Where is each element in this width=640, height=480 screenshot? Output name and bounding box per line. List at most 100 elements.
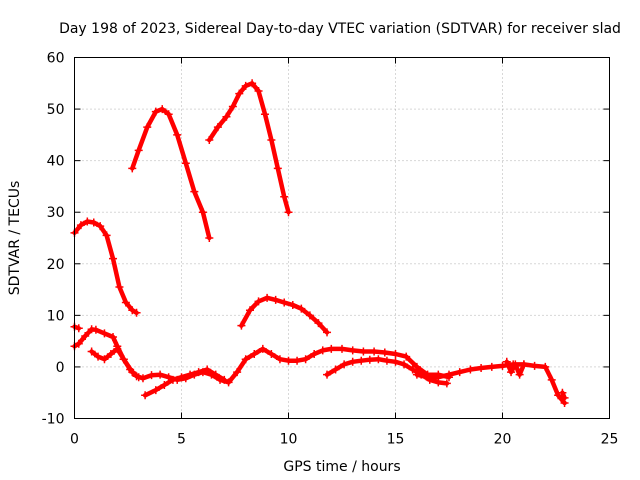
series-arc-11 (502, 357, 528, 379)
x-tick-label: 5 (177, 432, 186, 448)
data-point (115, 282, 124, 291)
data-point (331, 365, 340, 374)
data-point (357, 356, 366, 365)
data-point (423, 373, 432, 382)
series-line (414, 362, 567, 406)
data-point (102, 231, 111, 240)
data-point (160, 380, 169, 389)
x-tick-label: 0 (70, 432, 79, 448)
data-point (109, 333, 118, 342)
y-tick-labels: -10 0 10 20 30 40 50 60 (42, 51, 65, 428)
series-group (70, 79, 569, 408)
data-point (89, 218, 98, 227)
data-point (164, 110, 173, 119)
x-tick-label: 20 (494, 432, 512, 448)
data-point (348, 346, 357, 355)
data-point (76, 221, 85, 230)
data-point (408, 365, 417, 374)
data-point (213, 123, 222, 132)
data-point (143, 123, 152, 132)
data-point (83, 217, 92, 226)
data-point (181, 159, 190, 168)
data-point (194, 368, 203, 377)
data-point (288, 301, 297, 310)
data-point (94, 352, 103, 361)
data-point (284, 208, 293, 217)
data-point (248, 79, 257, 88)
series-arc-1 (70, 217, 141, 317)
data-point (156, 370, 165, 379)
series-arc-3 (205, 79, 293, 217)
y-tick-label: 0 (56, 360, 65, 376)
data-point (340, 360, 349, 369)
data-point (400, 360, 409, 369)
data-point (74, 339, 83, 348)
data-point (109, 254, 118, 263)
data-point (186, 370, 195, 379)
data-point (96, 222, 105, 231)
data-point (487, 362, 496, 371)
data-point (519, 360, 528, 369)
data-point (91, 325, 100, 334)
data-point (121, 298, 130, 307)
data-point (254, 87, 263, 96)
data-point (305, 311, 314, 320)
data-point (511, 360, 520, 369)
data-point (560, 393, 569, 402)
data-point (241, 81, 250, 90)
data-point (106, 350, 115, 359)
data-point (128, 368, 137, 377)
data-point (530, 361, 539, 370)
data-point (113, 344, 122, 353)
data-point (359, 347, 368, 356)
data-point (507, 368, 516, 377)
data-point (245, 306, 254, 315)
series-arc-2 (128, 105, 214, 242)
data-point (271, 295, 280, 304)
data-point (498, 361, 507, 370)
data-point (147, 371, 156, 380)
data-point (260, 110, 269, 119)
data-point (280, 298, 289, 307)
data-point (220, 375, 229, 384)
data-point (477, 363, 486, 372)
data-point (100, 355, 109, 364)
y-tick-label: 20 (47, 257, 65, 273)
data-point (233, 368, 242, 377)
data-point (250, 350, 259, 359)
data-point (203, 365, 212, 374)
data-point (205, 234, 214, 242)
data-point (228, 102, 237, 111)
data-point (100, 329, 109, 338)
data-point (391, 350, 400, 359)
data-point (348, 357, 357, 366)
data-point (412, 370, 421, 379)
data-point (455, 368, 464, 377)
data-point (547, 375, 556, 384)
data-point (273, 164, 282, 173)
data-point (391, 357, 400, 366)
data-point (314, 319, 323, 328)
data-point (263, 293, 272, 302)
data-point (211, 370, 220, 379)
data-point (365, 355, 374, 364)
data-point (190, 187, 199, 196)
chart-title: Day 198 of 2023, Sidereal Day-to-day VTE… (59, 21, 621, 37)
data-point (541, 362, 550, 371)
data-point (134, 146, 143, 155)
data-point (445, 370, 453, 379)
data-point (222, 112, 231, 121)
data-point (323, 370, 332, 379)
data-point (318, 346, 327, 355)
data-point (158, 105, 167, 114)
data-point (284, 356, 293, 365)
data-point (327, 344, 336, 353)
data-point (151, 107, 160, 116)
data-point (241, 355, 250, 364)
data-point (380, 348, 389, 357)
data-point (198, 208, 207, 217)
data-point (134, 373, 143, 382)
ticks (74, 57, 610, 419)
data-point (301, 355, 310, 364)
